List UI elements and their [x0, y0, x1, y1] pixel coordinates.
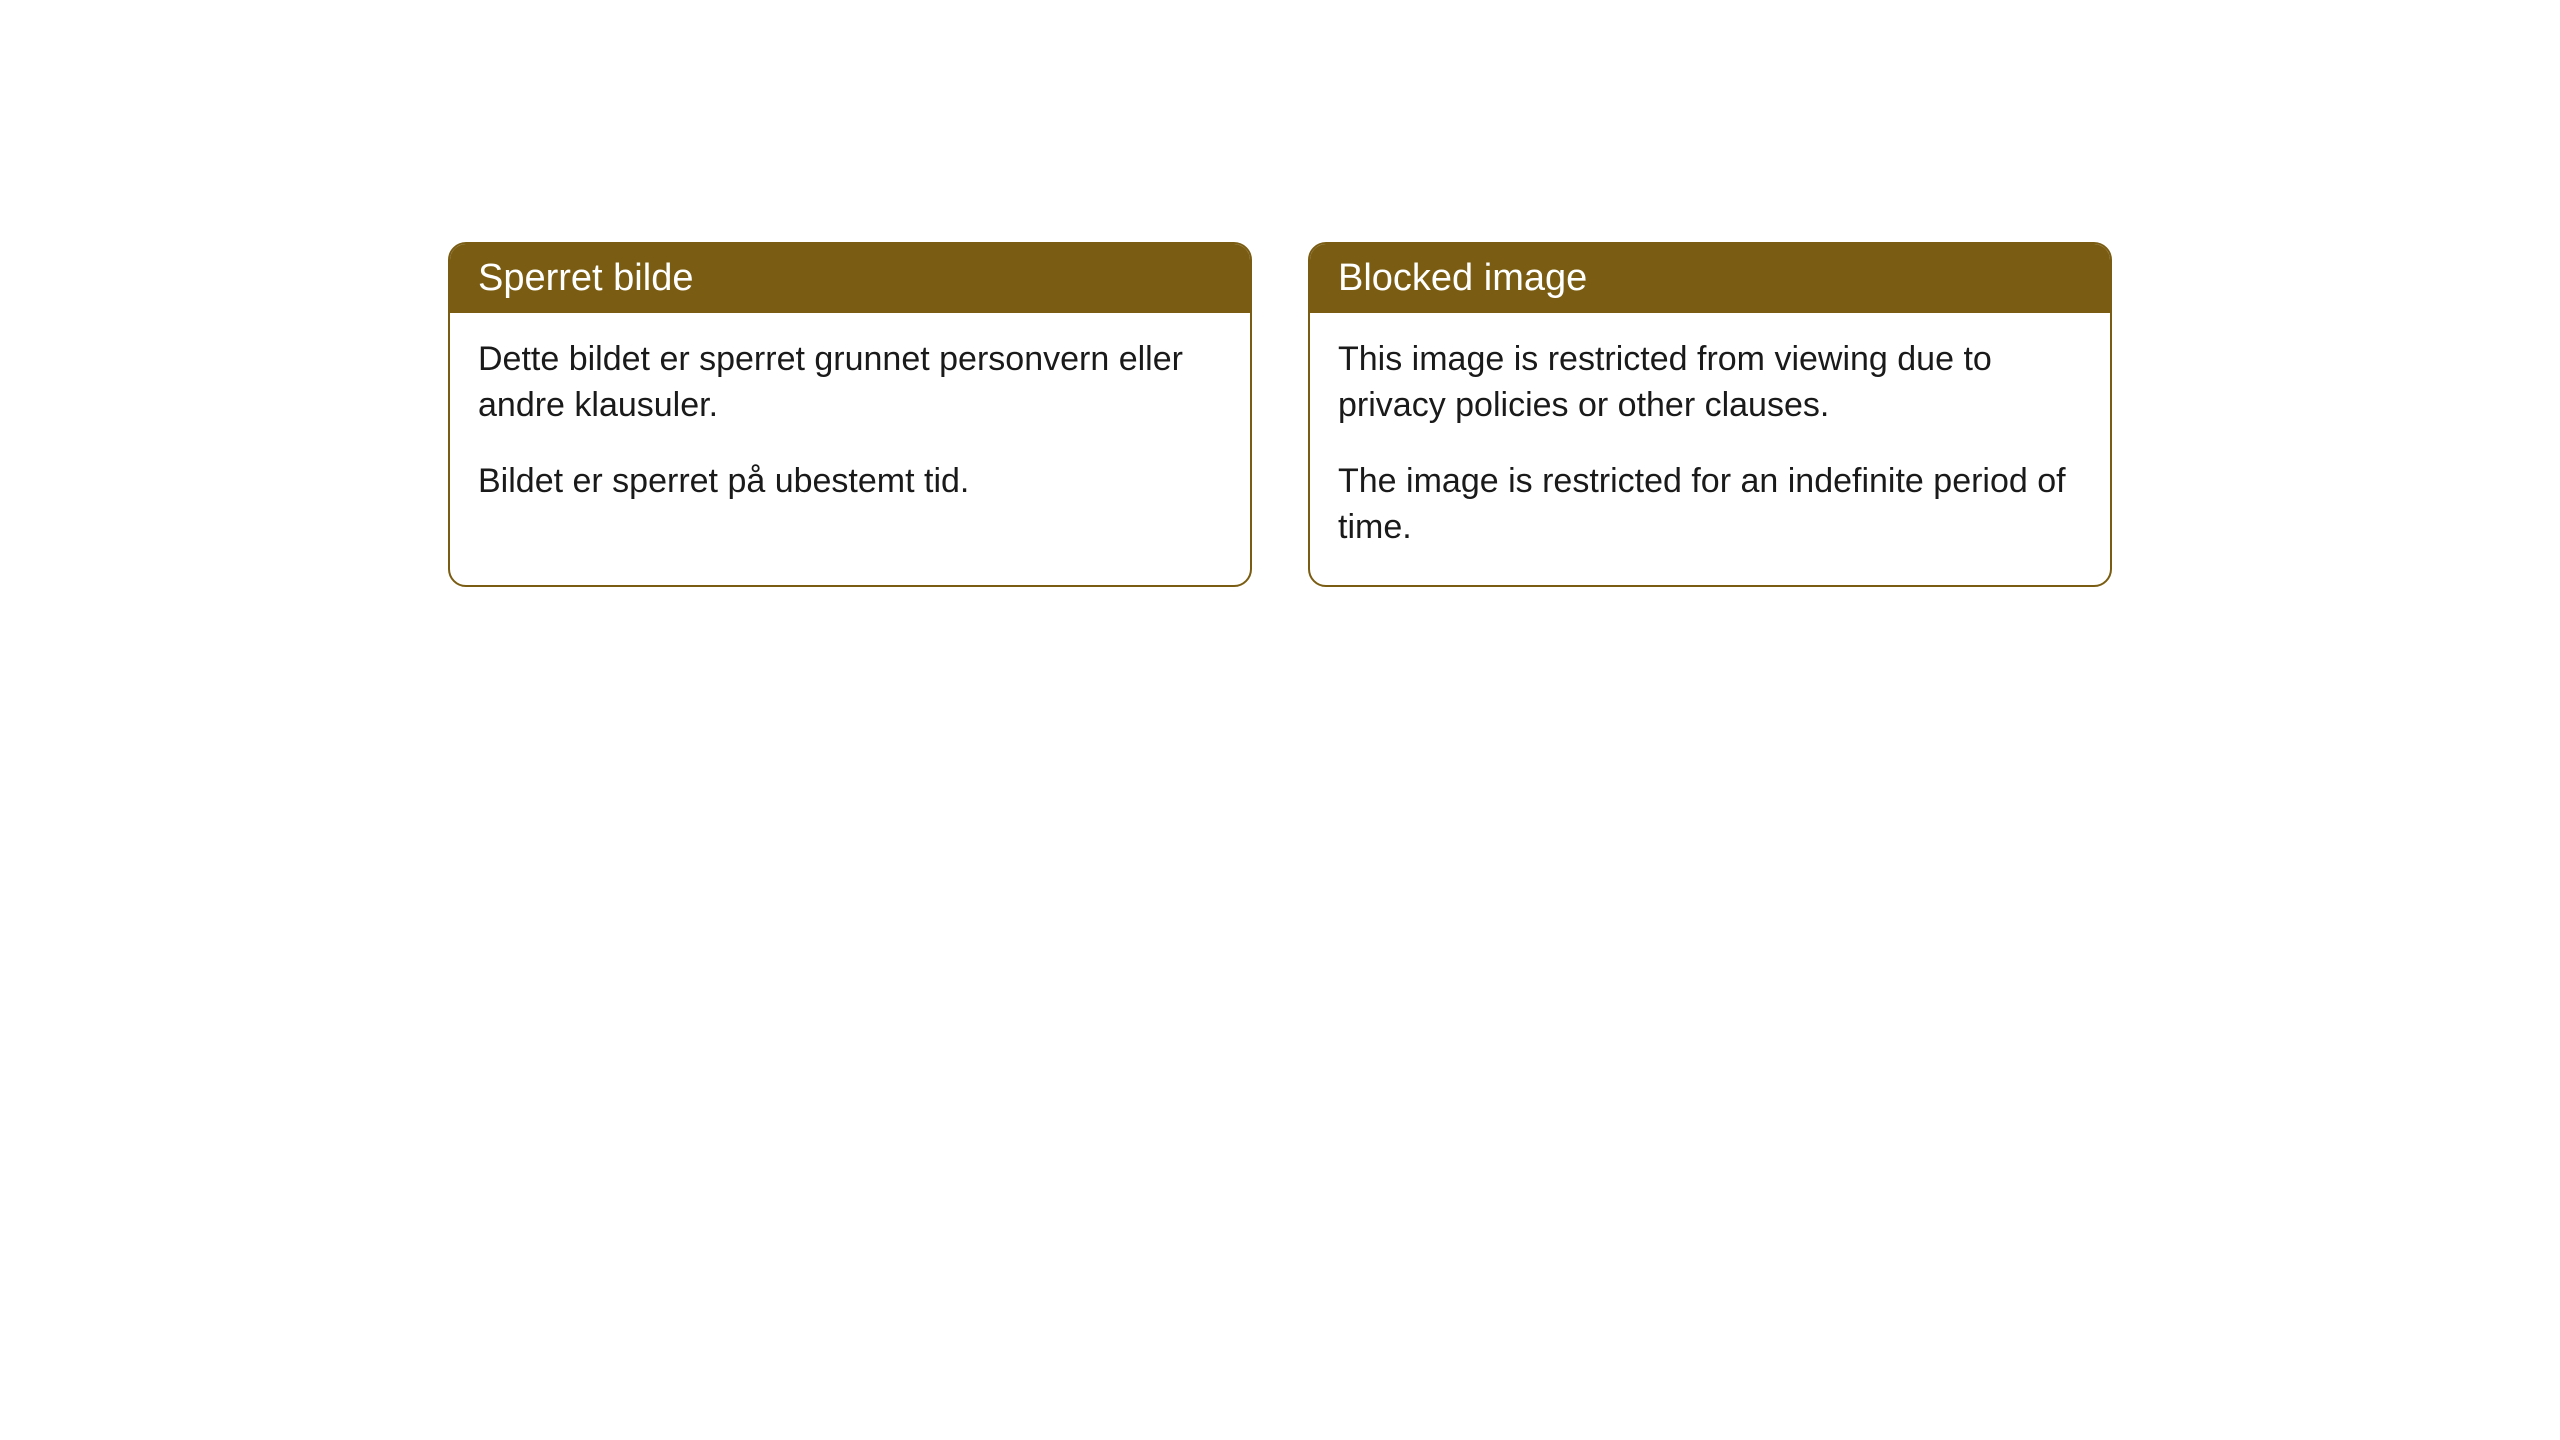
card-title: Blocked image	[1338, 257, 1587, 299]
card-body-norwegian: Dette bildet er sperret grunnet personve…	[450, 313, 1250, 539]
card-paragraph-2: The image is restricted for an indefinit…	[1338, 459, 2082, 551]
blocked-image-card-norwegian: Sperret bilde Dette bildet er sperret gr…	[448, 242, 1252, 587]
card-body-english: This image is restricted from viewing du…	[1310, 313, 2110, 585]
card-paragraph-1: Dette bildet er sperret grunnet personve…	[478, 337, 1222, 429]
blocked-image-card-english: Blocked image This image is restricted f…	[1308, 242, 2112, 587]
card-header-english: Blocked image	[1310, 244, 2110, 313]
message-cards-container: Sperret bilde Dette bildet er sperret gr…	[448, 242, 2112, 587]
card-header-norwegian: Sperret bilde	[450, 244, 1250, 313]
card-title: Sperret bilde	[478, 257, 693, 299]
card-paragraph-1: This image is restricted from viewing du…	[1338, 337, 2082, 429]
card-paragraph-2: Bildet er sperret på ubestemt tid.	[478, 459, 1222, 505]
